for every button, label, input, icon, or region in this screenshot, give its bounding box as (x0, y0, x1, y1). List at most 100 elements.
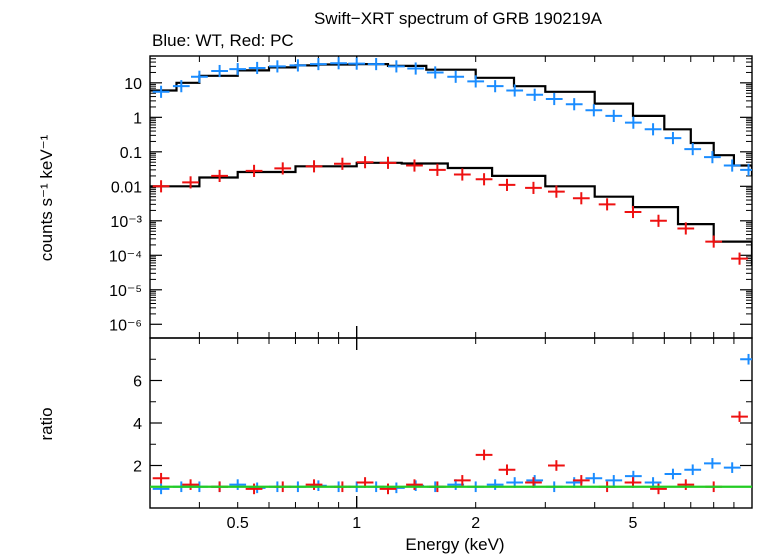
wt-data-point (191, 70, 208, 83)
pc-data-point (334, 157, 351, 170)
wt-data-point (367, 58, 385, 71)
pc-data-point (475, 173, 493, 186)
x-tick-label: 0.5 (227, 515, 249, 532)
wt-ratio-point (664, 468, 682, 480)
wt-data-point (172, 80, 190, 93)
pc-data-point (274, 162, 292, 175)
pc-ratio-point (475, 449, 493, 461)
model-wt-line (150, 62, 752, 176)
wt-data-point (229, 63, 247, 76)
wt-data-point (268, 60, 286, 73)
wt-data-point (248, 61, 266, 75)
wt-ratio-point (704, 458, 721, 469)
wt-data-point (644, 123, 662, 136)
wt-data-point (289, 59, 307, 72)
wt-data-point (310, 58, 327, 71)
wt-data-point (740, 163, 752, 176)
pc-ratio-point (677, 479, 695, 490)
wt-data-point (152, 85, 170, 98)
y-axis-label-spectrum: counts s⁻¹ keV⁻¹ (37, 134, 56, 261)
y-tick-label: 10⁻⁶ (109, 317, 142, 334)
y-tick-label: 10⁻³ (110, 214, 142, 231)
wt-data-point (624, 116, 642, 129)
pc-data-point (305, 160, 323, 173)
pc-ratio-point (245, 483, 263, 495)
wt-ratio-point (526, 475, 544, 486)
wt-data-point (664, 132, 682, 145)
wt-data-point (506, 84, 524, 97)
spectrum-frame (149, 55, 753, 339)
pc-data-point (498, 178, 516, 191)
y-tick-label: 0.01 (111, 179, 142, 196)
wt-data-point (684, 143, 702, 156)
y-tick-label: 6 (133, 374, 142, 391)
pc-data-point (677, 222, 695, 235)
pc-data-point (245, 164, 263, 177)
ratio-data (150, 353, 752, 495)
wt-data-point (387, 60, 405, 73)
y-tick-label: 4 (133, 416, 142, 433)
pc-data-point (624, 205, 642, 219)
pc-data-point (406, 159, 423, 172)
y-tick-label: 1 (133, 110, 142, 127)
wt-ratio-point (740, 353, 752, 365)
pc-data-point (572, 192, 590, 205)
x-axis-label: Energy (keV) (405, 535, 504, 554)
x-tick-label: 1 (352, 515, 361, 532)
wt-data-point (723, 159, 741, 172)
pc-ratio-point (548, 460, 565, 471)
pc-ratio-point (572, 475, 590, 486)
wt-data-point (330, 57, 347, 70)
pc-data-point (429, 163, 446, 176)
wt-data-point (348, 57, 366, 70)
pc-ratio-point (453, 475, 471, 486)
pc-ratio-point (182, 479, 199, 490)
y-tick-label: 0.1 (120, 145, 142, 162)
pc-ratio-point (406, 479, 423, 490)
y-tick-label: 2 (133, 459, 142, 476)
wt-ratio-point (723, 462, 741, 473)
x-tick-label: 2 (471, 515, 480, 532)
spectrum-panel: 10 1 0.1 0.01 10⁻³ 10⁻⁴ 10⁻⁵ 10⁻⁶ (109, 55, 753, 508)
wt-ratio-point (152, 483, 170, 495)
model-pc-line (150, 161, 752, 266)
pc-data-point (356, 156, 374, 169)
pc-ratio-point (650, 483, 667, 495)
wt-data-point (526, 88, 544, 101)
pc-ratio-point (152, 472, 170, 484)
pc-ratio-point (498, 464, 516, 476)
wt-data-point (407, 62, 425, 75)
y-axis-label-ratio: ratio (37, 407, 56, 440)
wt-data-point (447, 70, 465, 83)
wt-ratio-point (684, 464, 702, 476)
chart-subtitle: Blue: WT, Red: PC (152, 31, 294, 50)
y-tick-label: 10⁻⁴ (109, 248, 142, 265)
pc-data-point (525, 181, 542, 194)
pc-data-point (731, 252, 748, 265)
wt-data-point (545, 92, 563, 106)
pc-data-point (598, 198, 616, 211)
wt-ratio-point (605, 475, 623, 486)
pc-data-point (379, 156, 397, 169)
wt-data-point (565, 98, 583, 111)
wt-data-point (585, 104, 603, 117)
pc-ratio-point (379, 483, 397, 495)
wt-ratio-point (486, 479, 504, 490)
x-tick-label: 5 (629, 515, 638, 532)
y-tick-label: 10⁻⁵ (109, 283, 142, 300)
wt-data-point (467, 75, 485, 88)
y-tick-label: 10 (124, 76, 142, 93)
pc-data-point (453, 168, 471, 181)
wt-data-point (704, 151, 721, 164)
pc-data-point (650, 214, 667, 227)
spectrum-data (150, 57, 752, 266)
pc-data-point (548, 185, 565, 198)
wt-data-point (211, 64, 228, 78)
ratio-panel: 2 4 6 0.5 1 2 5 (133, 337, 753, 532)
pc-data-point (211, 169, 228, 183)
pc-data-point (152, 180, 170, 193)
ratio-frame (149, 337, 753, 509)
wt-data-point (605, 109, 623, 122)
wt-data-point (486, 80, 504, 93)
